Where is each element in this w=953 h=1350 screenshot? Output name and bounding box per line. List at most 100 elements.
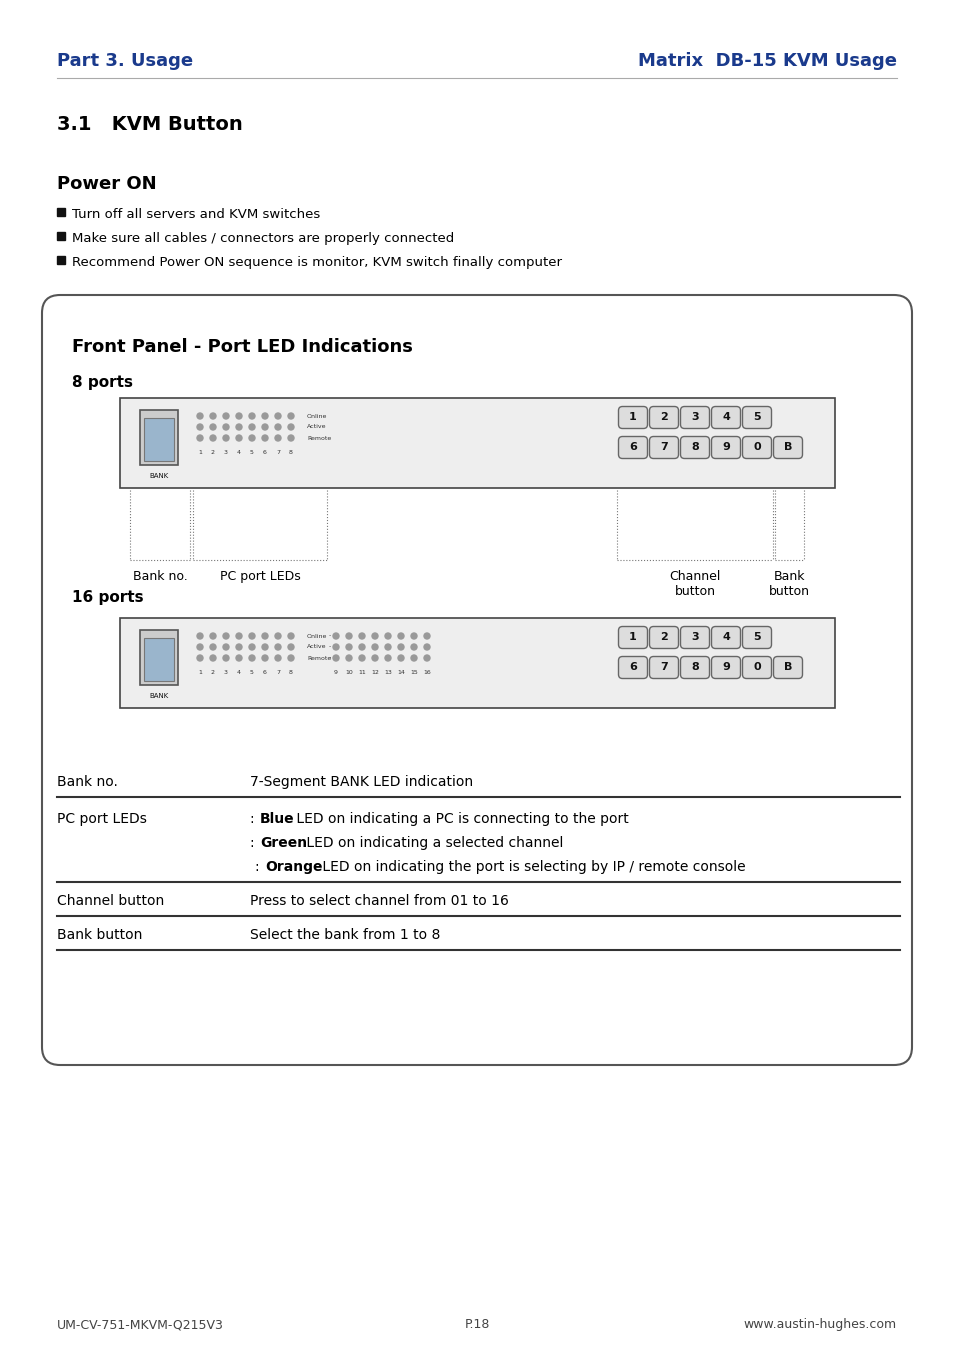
Circle shape bbox=[288, 633, 294, 639]
Bar bbox=[120, 398, 834, 487]
Text: Select the bank from 1 to 8: Select the bank from 1 to 8 bbox=[250, 927, 440, 942]
Circle shape bbox=[333, 655, 338, 662]
Text: Turn off all servers and KVM switches: Turn off all servers and KVM switches bbox=[71, 208, 320, 221]
Circle shape bbox=[262, 644, 268, 649]
Text: 2: 2 bbox=[211, 450, 214, 455]
Text: 7: 7 bbox=[275, 450, 280, 455]
Text: Blue: Blue bbox=[260, 811, 294, 826]
Circle shape bbox=[210, 435, 215, 441]
Circle shape bbox=[223, 435, 229, 441]
Text: 8 ports: 8 ports bbox=[71, 375, 132, 390]
Text: Channel
button: Channel button bbox=[669, 570, 720, 598]
FancyBboxPatch shape bbox=[618, 436, 647, 459]
FancyBboxPatch shape bbox=[711, 406, 740, 428]
Text: Green: Green bbox=[260, 836, 307, 850]
Text: 7: 7 bbox=[275, 670, 280, 675]
Text: 15: 15 bbox=[410, 670, 417, 675]
Text: 6: 6 bbox=[628, 663, 637, 672]
Circle shape bbox=[397, 644, 403, 649]
Text: PC port LEDs: PC port LEDs bbox=[57, 811, 147, 826]
Text: 9: 9 bbox=[334, 670, 337, 675]
Circle shape bbox=[223, 655, 229, 662]
Text: 4: 4 bbox=[721, 413, 729, 423]
Text: 3: 3 bbox=[224, 670, 228, 675]
Text: Part 3. Usage: Part 3. Usage bbox=[57, 53, 193, 70]
Text: 3: 3 bbox=[691, 633, 699, 643]
Text: 8: 8 bbox=[289, 670, 293, 675]
FancyBboxPatch shape bbox=[773, 436, 801, 459]
Text: 2: 2 bbox=[659, 633, 667, 643]
Bar bbox=[140, 410, 178, 464]
Text: LED on indicating a selected channel: LED on indicating a selected channel bbox=[302, 836, 563, 850]
Text: Channel button: Channel button bbox=[57, 894, 164, 909]
Circle shape bbox=[358, 644, 365, 649]
Text: LED on indicating the port is selecting by IP / remote console: LED on indicating the port is selecting … bbox=[317, 860, 745, 873]
Circle shape bbox=[288, 413, 294, 418]
Circle shape bbox=[372, 644, 377, 649]
Circle shape bbox=[223, 644, 229, 649]
Text: Active: Active bbox=[307, 644, 326, 649]
Text: 4: 4 bbox=[236, 670, 241, 675]
Text: 8: 8 bbox=[690, 443, 699, 452]
Text: 16 ports: 16 ports bbox=[71, 590, 144, 605]
Circle shape bbox=[274, 644, 281, 649]
Text: 5: 5 bbox=[250, 670, 253, 675]
Text: 6: 6 bbox=[628, 443, 637, 452]
Text: B: B bbox=[783, 663, 791, 672]
Text: UM-CV-751-MKVM-Q215V3: UM-CV-751-MKVM-Q215V3 bbox=[57, 1318, 224, 1331]
Text: :: : bbox=[254, 860, 264, 873]
Text: 14: 14 bbox=[396, 670, 404, 675]
Bar bbox=[140, 630, 178, 684]
Text: 10: 10 bbox=[345, 670, 353, 675]
Text: Online: Online bbox=[307, 413, 327, 418]
Text: 1: 1 bbox=[198, 670, 202, 675]
Circle shape bbox=[196, 633, 203, 639]
Text: 3.1   KVM Button: 3.1 KVM Button bbox=[57, 115, 242, 134]
Circle shape bbox=[333, 644, 338, 649]
Circle shape bbox=[235, 424, 242, 431]
Text: 5: 5 bbox=[250, 450, 253, 455]
Text: 5: 5 bbox=[753, 413, 760, 423]
Circle shape bbox=[235, 413, 242, 418]
Bar bbox=[144, 639, 173, 680]
Circle shape bbox=[249, 633, 254, 639]
Circle shape bbox=[196, 424, 203, 431]
Text: 1: 1 bbox=[628, 413, 637, 423]
Text: :: : bbox=[250, 811, 258, 826]
Text: Power ON: Power ON bbox=[57, 176, 156, 193]
Circle shape bbox=[235, 435, 242, 441]
Text: PC port LEDs: PC port LEDs bbox=[219, 570, 300, 583]
Text: 2: 2 bbox=[659, 413, 667, 423]
Text: BANK: BANK bbox=[150, 693, 169, 699]
Circle shape bbox=[385, 655, 391, 662]
Circle shape bbox=[346, 644, 352, 649]
FancyBboxPatch shape bbox=[679, 656, 709, 679]
Text: 8: 8 bbox=[690, 663, 699, 672]
Circle shape bbox=[372, 633, 377, 639]
FancyBboxPatch shape bbox=[649, 436, 678, 459]
Text: Orange: Orange bbox=[265, 860, 322, 873]
Circle shape bbox=[411, 633, 416, 639]
Bar bbox=[144, 418, 173, 460]
Circle shape bbox=[196, 435, 203, 441]
Circle shape bbox=[210, 655, 215, 662]
Text: Remote: Remote bbox=[307, 436, 331, 440]
Circle shape bbox=[196, 655, 203, 662]
Circle shape bbox=[274, 413, 281, 418]
Circle shape bbox=[249, 435, 254, 441]
Circle shape bbox=[262, 633, 268, 639]
Text: 2: 2 bbox=[211, 670, 214, 675]
Circle shape bbox=[235, 644, 242, 649]
FancyBboxPatch shape bbox=[741, 626, 771, 648]
Circle shape bbox=[288, 644, 294, 649]
Circle shape bbox=[262, 655, 268, 662]
Circle shape bbox=[210, 424, 215, 431]
Circle shape bbox=[210, 633, 215, 639]
Circle shape bbox=[223, 424, 229, 431]
Text: 7: 7 bbox=[659, 663, 667, 672]
Text: Matrix  DB-15 KVM Usage: Matrix DB-15 KVM Usage bbox=[638, 53, 896, 70]
Circle shape bbox=[358, 633, 365, 639]
Circle shape bbox=[288, 424, 294, 431]
Text: 5: 5 bbox=[753, 633, 760, 643]
Circle shape bbox=[274, 655, 281, 662]
